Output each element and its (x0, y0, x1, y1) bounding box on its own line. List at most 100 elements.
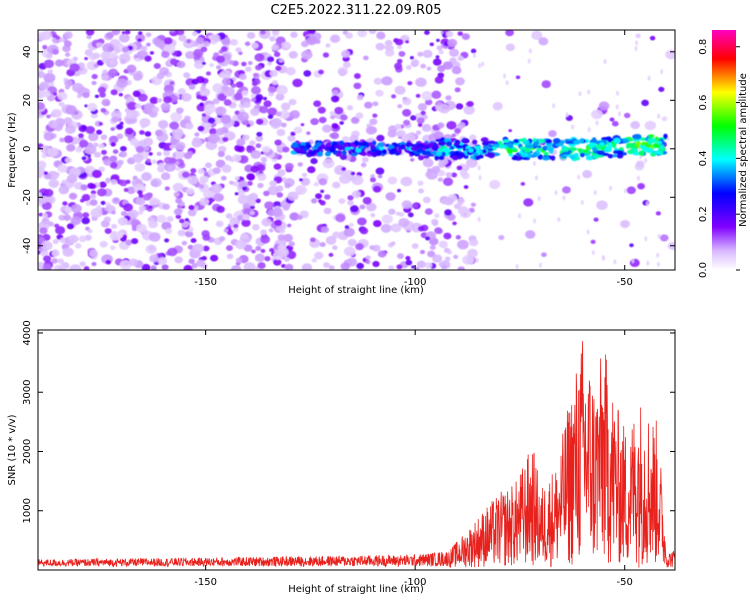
spectrogram-cell (307, 166, 316, 174)
spectrogram-cell (234, 192, 239, 196)
spectrogram-cell (149, 51, 155, 55)
spectrogram-cell (207, 133, 220, 144)
spectrogram-cell (38, 102, 45, 110)
spectrogram-cell (637, 182, 645, 190)
spectrogram-cell (636, 175, 640, 181)
spectrogram-cell (466, 158, 478, 168)
spectrogram-cell (311, 258, 317, 263)
spectrogram-cell (437, 122, 445, 129)
spectrogram-cell (332, 245, 338, 250)
spectrogram-cell (205, 71, 212, 76)
spectrogram-cell (222, 136, 229, 142)
spectrogram-cell (175, 197, 183, 204)
spectrogram-signal-cell (560, 154, 565, 159)
spectrogram-cell (64, 52, 71, 57)
spectrogram-cell (645, 201, 649, 207)
spectrogram-cell (128, 209, 139, 219)
spectrogram-cell (38, 160, 47, 170)
spectrogram-cell (528, 48, 532, 54)
spectrogram-signal-cell (480, 137, 489, 143)
spectrogram-signal-cell (308, 150, 315, 157)
spectrogram-cell (111, 30, 121, 35)
spectrogram-cell (255, 245, 262, 251)
spectrogram-cell (417, 155, 425, 161)
spectrogram-cell (230, 83, 237, 88)
spectrogram-cell (359, 204, 366, 210)
spectrogram-cell (329, 110, 336, 116)
spectrogram-cell (457, 239, 469, 250)
spectrogram-cell (325, 235, 337, 245)
spectrogram-signal-cell (635, 141, 641, 146)
spectrogram-cell (434, 213, 440, 219)
spectrogram-cell (137, 210, 144, 215)
spectrogram-cell (587, 127, 591, 133)
spectrogram-cell (410, 115, 417, 121)
spectrogram-cell (541, 252, 547, 258)
spectrogram-cell (322, 124, 332, 133)
spectrogram-cell (623, 188, 627, 194)
spectrogram-cell (422, 49, 433, 59)
spectrogram-cell (80, 184, 88, 191)
spectrogram-cell (317, 106, 326, 114)
spectrogram-cell (167, 165, 174, 171)
spectrogram-cell (42, 263, 52, 270)
spectrogram-signal-cell (552, 138, 561, 144)
spectrogram-cell (106, 31, 114, 39)
spectrogram-cell (438, 103, 451, 114)
spectrogram-cell (288, 241, 295, 247)
spectrogram-cell (181, 240, 188, 246)
spectrogram-cell (46, 53, 53, 59)
spectrogram-signal-cell (471, 139, 478, 145)
spectrogram-cell (257, 173, 267, 181)
spectrogram-cell (68, 234, 79, 244)
snr-y-tick-label: 2000 (22, 439, 33, 464)
spectrogram-cell (325, 43, 331, 48)
spectrogram-cell (274, 139, 282, 146)
spectrogram-cell (587, 89, 591, 95)
spectrogram-cell (593, 190, 597, 196)
spectrogram-cell (42, 213, 48, 218)
spectrogram-signal-cell (370, 148, 377, 153)
spectrogram-cell (69, 63, 80, 72)
spectrogram-cell (164, 186, 170, 191)
spectrogram-cell (247, 181, 253, 186)
spectrogram-cell (181, 171, 190, 178)
spectrogram-cell (381, 214, 393, 224)
spectrogram-cell (110, 179, 118, 185)
spectrogram-cell (446, 250, 452, 255)
spectrogram-cell (66, 174, 78, 184)
spectrogram-cell (247, 199, 256, 207)
spectrogram-cell (91, 80, 97, 86)
spectrogram-cell (81, 156, 87, 161)
spectrogram-cell (293, 126, 303, 134)
spectrogram-cell (492, 102, 503, 111)
spectrogram-cell (58, 185, 70, 195)
spectrogram-cell (247, 61, 253, 66)
snr-y-tick-label: 1000 (22, 498, 33, 523)
spectrogram-cell (137, 189, 143, 195)
spectrogram-cell (246, 173, 255, 181)
spectrogram-cell (102, 42, 115, 53)
spectrogram-cell (425, 236, 431, 241)
spectrogram-cell (141, 263, 151, 270)
spectrogram-cell (237, 194, 250, 205)
spectrogram-cell (631, 258, 635, 264)
snr-y-tick-label: 4000 (22, 320, 33, 345)
spectrogram-cell (301, 172, 308, 178)
spectrogram-cell (478, 63, 482, 69)
spectrogram-cell (275, 111, 282, 117)
spectrogram-cell (42, 217, 48, 222)
spectrogram-signal-cell (611, 144, 617, 149)
spectrogram-signal-cell (312, 148, 320, 154)
spectrogram-cell (370, 174, 376, 179)
spectrogram-cell (92, 52, 101, 60)
spectrogram-cell (274, 219, 283, 227)
spectrogram-cell (87, 102, 98, 112)
spectrogram-cell (616, 90, 620, 96)
spectrogram-signal-cell (518, 146, 527, 150)
spectrogram-cell (94, 94, 100, 99)
spectrogram-cell (644, 120, 657, 131)
spectrogram-signal-cell (573, 152, 579, 158)
spectrogram-cell (212, 83, 224, 93)
spectrogram-x-tick-label: -150 (194, 277, 217, 288)
